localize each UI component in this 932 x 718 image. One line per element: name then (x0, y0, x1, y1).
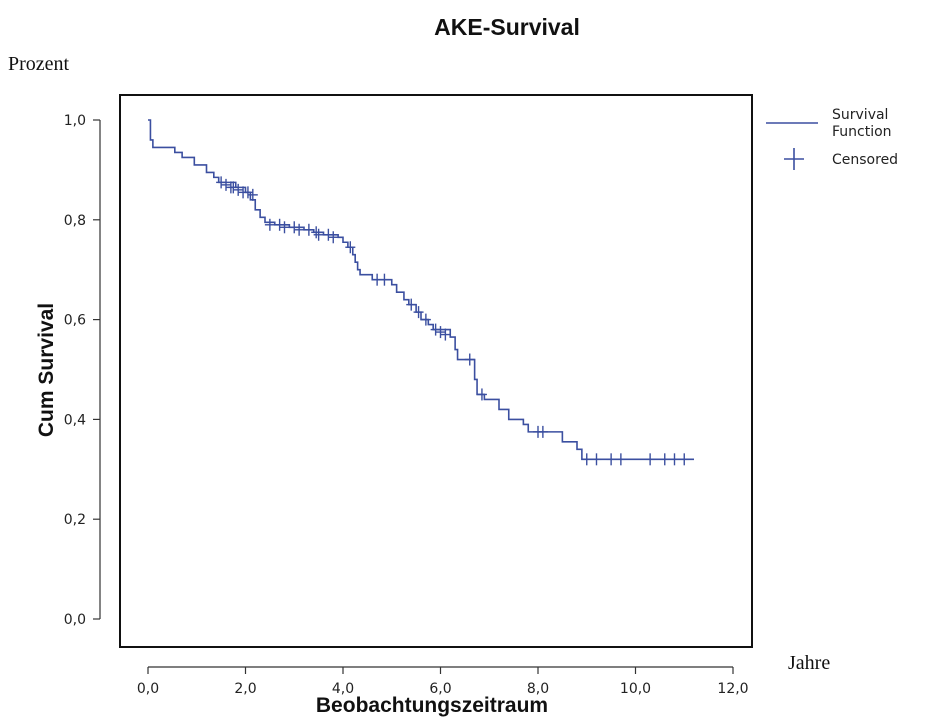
legend-survival-label-line1: Survival (832, 107, 888, 123)
censored-marker (323, 228, 334, 241)
censored-marker (274, 218, 285, 231)
censored-marker (435, 326, 446, 339)
censored-marker (345, 241, 356, 254)
censored-marker (679, 453, 690, 466)
censored-marker (264, 218, 275, 231)
censored-marker (537, 425, 548, 438)
censored-marker (669, 453, 680, 466)
y-tick-label: 0,2 (64, 512, 86, 528)
censored-marker (591, 453, 602, 466)
x-tick-label: 2,0 (234, 681, 256, 697)
plot-frame (119, 94, 753, 648)
x-tick-label: 6,0 (429, 681, 451, 697)
x-unit-annotation: Jahre (788, 652, 830, 674)
censored-marker (413, 306, 424, 319)
censored-marker (615, 453, 626, 466)
survival-function-line (148, 119, 694, 461)
censored-marker (216, 176, 227, 189)
censored-marker (303, 223, 314, 236)
x-axis-title: Beobachtungszeitraum (316, 694, 548, 717)
y-axis-title: Cum Survival (35, 303, 58, 437)
censored-marker (294, 223, 305, 236)
censored-marker (311, 226, 322, 239)
censored-marker (606, 453, 617, 466)
censored-marker (420, 313, 431, 326)
chart-title: AKE-Survival (434, 14, 580, 40)
legend-survival-label-line2: Function (832, 124, 892, 140)
censored-marker (645, 453, 656, 466)
censored-marker (430, 323, 441, 336)
y-tick-label: 1,0 (64, 113, 86, 129)
censored-marker (379, 273, 390, 286)
x-axis: 0,0 2,0 4,0 6,0 8,0 10,0 12,0 (137, 666, 749, 697)
legend-censored-label: Censored (832, 152, 898, 168)
censored-marker (440, 328, 451, 341)
x-tick-label: 10,0 (620, 681, 651, 697)
censored-marker (476, 388, 487, 401)
x-tick-label: 0,0 (137, 681, 159, 697)
censored-marker (279, 221, 290, 234)
censored-marker (228, 181, 239, 194)
y-tick-label: 0,6 (64, 313, 86, 329)
legend-censored-marker (784, 148, 804, 170)
legend: Survival Function Censored (766, 107, 898, 170)
y-tick-label: 0,0 (64, 612, 86, 628)
censored-marker (328, 231, 339, 244)
y-tick-label: 0,8 (64, 213, 86, 229)
plot-area (148, 119, 694, 466)
censored-marker (659, 453, 670, 466)
x-tick-label: 8,0 (527, 681, 549, 697)
censored-marker (289, 221, 300, 234)
y-axis: 0,0 0,2 0,4 0,6 0,8 1,0 (64, 113, 101, 628)
censored-marker (242, 186, 253, 199)
x-tick-label: 4,0 (332, 681, 354, 697)
censored-marker (464, 353, 475, 366)
y-tick-label: 0,4 (64, 412, 86, 428)
y-unit-annotation: Prozent (8, 53, 70, 75)
censored-marker (406, 298, 417, 311)
censored-marker (233, 183, 244, 196)
x-tick-label: 12,0 (717, 681, 748, 697)
censored-marker (221, 178, 231, 191)
censored-marker (581, 453, 592, 466)
censored-marker (247, 188, 258, 201)
censored-marker (313, 228, 324, 241)
